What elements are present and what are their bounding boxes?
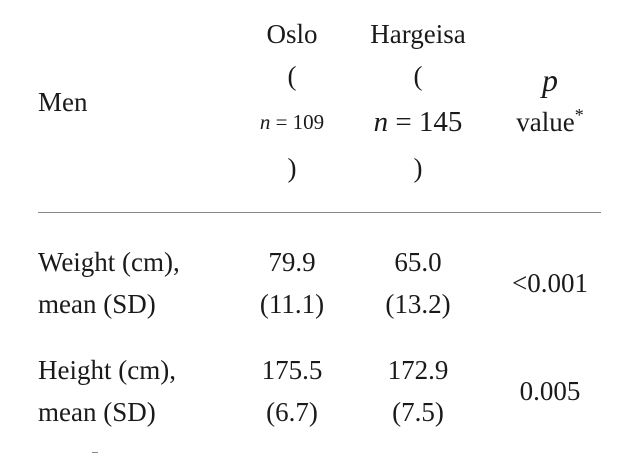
header-oslo-n-symbol: n [259,110,271,134]
header-hargeisa-close-paren: ) [413,153,423,183]
row-weight-oslo-sd: (11.1) [259,289,325,319]
header-hargeisa-name: Hargeisa [370,19,466,49]
row-height-hargeisa-mean: 172.9 [387,355,449,385]
footnote-mark-fragment [92,452,98,453]
row-weight-p-value: <0.001 [512,268,588,298]
header-oslo-name: Oslo [266,19,318,49]
header-hargeisa-n-value: = 145 [388,106,463,138]
header-oslo-n-value: = 109 [270,110,325,134]
header-hargeisa-n: n = 145 [356,104,480,140]
row-height-label-line2: mean (SD) [38,397,156,427]
header-oslo-close-paren: ) [287,153,297,183]
row-height-oslo-sd: (6.7) [266,397,318,427]
header-men-label: Men [38,87,88,117]
row-weight-hargeisa-sd: (13.2) [385,289,451,319]
header-p-footnote-mark: * [574,105,584,125]
row-weight-label-line2: mean (SD) [38,289,156,319]
header-oslo-open-paren: ( [287,61,297,91]
header-hargeisa-n-symbol: n [373,106,389,138]
row-height-p-value: 0.005 [519,376,581,406]
header-p-label-text: value [516,107,575,137]
row-weight-hargeisa-mean: 65.0 [394,247,442,277]
header-p-symbol: p [542,62,558,98]
header-divider [38,212,601,213]
header-hargeisa-open-paren: ( [413,61,423,91]
row-height-hargeisa-sd: (7.5) [392,397,444,427]
row-height-label-line1: Height (cm), [38,355,176,385]
row-weight-oslo-mean: 79.9 [268,247,316,277]
header-oslo-n: n = 109 [240,104,344,140]
row-height-oslo-mean: 175.5 [261,355,323,385]
row-weight-label-line1: Weight (cm), [38,247,180,277]
header-p-label: value* [490,104,610,140]
